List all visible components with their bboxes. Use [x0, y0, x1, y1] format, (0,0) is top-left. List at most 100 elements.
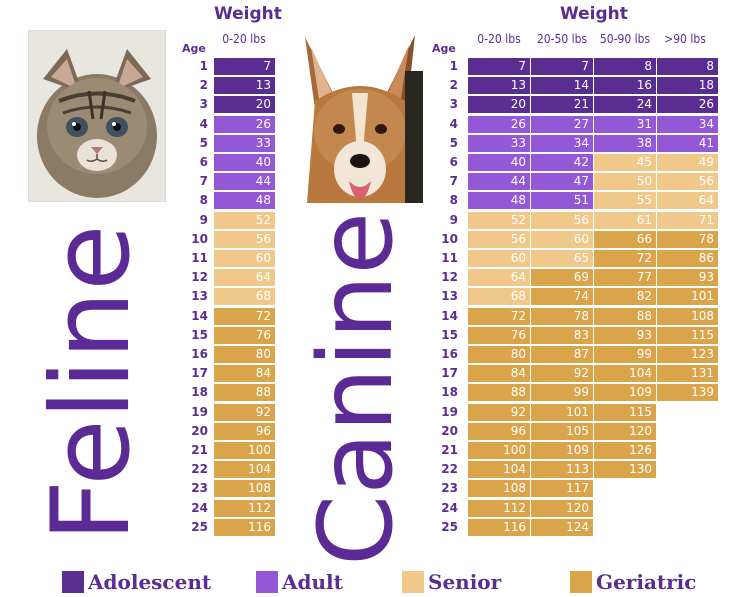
feline-cell: 96 — [214, 422, 275, 440]
canine-cell: 93 — [594, 326, 656, 344]
canine-cell: 26 — [657, 96, 718, 114]
feline-age-label: 24 — [191, 500, 208, 515]
feline-cell: 40 — [214, 154, 275, 171]
canine-cell: 69 — [531, 269, 593, 287]
feline-cell: 48 — [214, 192, 275, 210]
canine-cell: 92 — [531, 365, 593, 383]
feline-age-label: 8 — [199, 193, 208, 208]
canine-age-label: 25 — [441, 519, 458, 534]
canine-cell: 21 — [531, 96, 593, 114]
canine-cell: 48 — [468, 192, 530, 210]
feline-cell: 80 — [214, 346, 275, 363]
feline-age-label: 16 — [191, 347, 208, 361]
kitten-photo — [28, 30, 166, 202]
legend-swatch-adolescent — [62, 571, 84, 593]
canine-cell: 55 — [594, 192, 656, 210]
feline-age-label: 9 — [199, 212, 208, 227]
canine-cell: 101 — [657, 288, 718, 306]
feline-age-label: 15 — [191, 327, 208, 342]
feline-cell: 7 — [214, 58, 275, 75]
canine-cell: 92 — [468, 403, 530, 421]
legend-swatch-adult — [256, 571, 278, 593]
canine-col-header-1: 20-50 lbs — [536, 32, 588, 46]
feline-age-label: 5 — [199, 135, 208, 150]
feline-age-label: 4 — [199, 116, 208, 131]
canine-cell: 38 — [594, 134, 656, 152]
canine-age-label: 18 — [441, 385, 458, 400]
canine-col-header-3: >90 lbs — [664, 32, 706, 46]
canine-age-label: 24 — [441, 500, 458, 515]
canine-cell: 104 — [468, 461, 530, 479]
canine-cell: 112 — [468, 499, 530, 517]
canine-cell: 87 — [531, 346, 593, 363]
canine-cell: 78 — [531, 307, 593, 325]
legend-label-adolescent: Adolescent — [88, 570, 212, 594]
feline-cell: 88 — [214, 384, 275, 402]
canine-cell: 116 — [468, 518, 530, 536]
legend-label-geriatric: Geriatric — [596, 570, 697, 594]
feline-age-label: 11 — [191, 251, 208, 265]
feline-age-label: 13 — [191, 289, 208, 304]
canine-cell: 14 — [531, 77, 593, 95]
canine-cell: 115 — [657, 326, 718, 344]
canine-age-label: 13 — [441, 289, 458, 304]
canine-cell: 123 — [657, 346, 718, 363]
feline-age-label: 3 — [199, 97, 208, 112]
legend-label-adult: Adult — [282, 570, 343, 594]
feline-age-label: 6 — [199, 155, 208, 169]
canine-cell: 56 — [657, 173, 718, 191]
feline-title: Feline — [29, 224, 154, 542]
canine-cell: 42 — [531, 154, 593, 171]
canine-cell: 50 — [594, 173, 656, 191]
canine-col-header-2: 50-90 lbs — [599, 32, 651, 46]
feline-cell: 13 — [214, 77, 275, 95]
canine-cell: 96 — [468, 422, 530, 440]
canine-cell: 126 — [594, 442, 656, 459]
canine-cell: 64 — [657, 192, 718, 210]
canine-cell: 51 — [531, 192, 593, 210]
canine-cell: 34 — [657, 115, 718, 133]
canine-cell: 34 — [531, 134, 593, 152]
canine-cell: 115 — [594, 403, 656, 421]
canine-age-label: 22 — [441, 462, 458, 477]
canine-cell: 56 — [468, 230, 530, 248]
canine-cell: 88 — [468, 384, 530, 402]
canine-cell: 56 — [531, 211, 593, 229]
canine-cell: 27 — [531, 115, 593, 133]
feline-cell: 33 — [214, 134, 275, 152]
canine-cell: 20 — [468, 96, 530, 114]
feline-cell: 56 — [214, 230, 275, 248]
canine-cell: 84 — [468, 365, 530, 383]
feline-cell: 104 — [214, 461, 275, 479]
canine-age-label: 21 — [441, 443, 458, 457]
canine-age-label: 7 — [449, 174, 458, 189]
canine-age-header: Age — [432, 42, 456, 55]
feline-cell: 112 — [214, 499, 275, 517]
dog-illustration — [297, 31, 423, 203]
feline-col-header-0: 0-20 lbs — [222, 32, 266, 46]
canine-cell: 41 — [657, 134, 718, 152]
canine-cell: 139 — [657, 384, 718, 402]
canine-cell: 52 — [468, 211, 530, 229]
canine-cell: 44 — [468, 173, 530, 191]
canine-cell: 100 — [468, 442, 530, 459]
canine-age-label: 5 — [449, 135, 458, 150]
canine-cell: 130 — [594, 461, 656, 479]
canine-cell: 117 — [531, 480, 593, 498]
feline-age-label: 19 — [191, 404, 208, 419]
canine-cell: 131 — [657, 365, 718, 383]
feline-age-label: 17 — [191, 366, 208, 381]
canine-age-label: 8 — [449, 193, 458, 208]
canine-age-label: 6 — [449, 155, 458, 169]
canine-cell: 60 — [531, 230, 593, 248]
canine-age-label: 16 — [441, 347, 458, 361]
feline-age-label: 22 — [191, 462, 208, 477]
canine-cell: 76 — [468, 326, 530, 344]
canine-cell: 40 — [468, 154, 530, 171]
canine-age-label: 1 — [449, 59, 458, 73]
canine-cell: 64 — [468, 269, 530, 287]
canine-cell: 72 — [594, 250, 656, 267]
canine-weight-header: Weight — [560, 4, 628, 24]
canine-cell: 66 — [594, 230, 656, 248]
canine-age-label: 4 — [449, 116, 458, 131]
